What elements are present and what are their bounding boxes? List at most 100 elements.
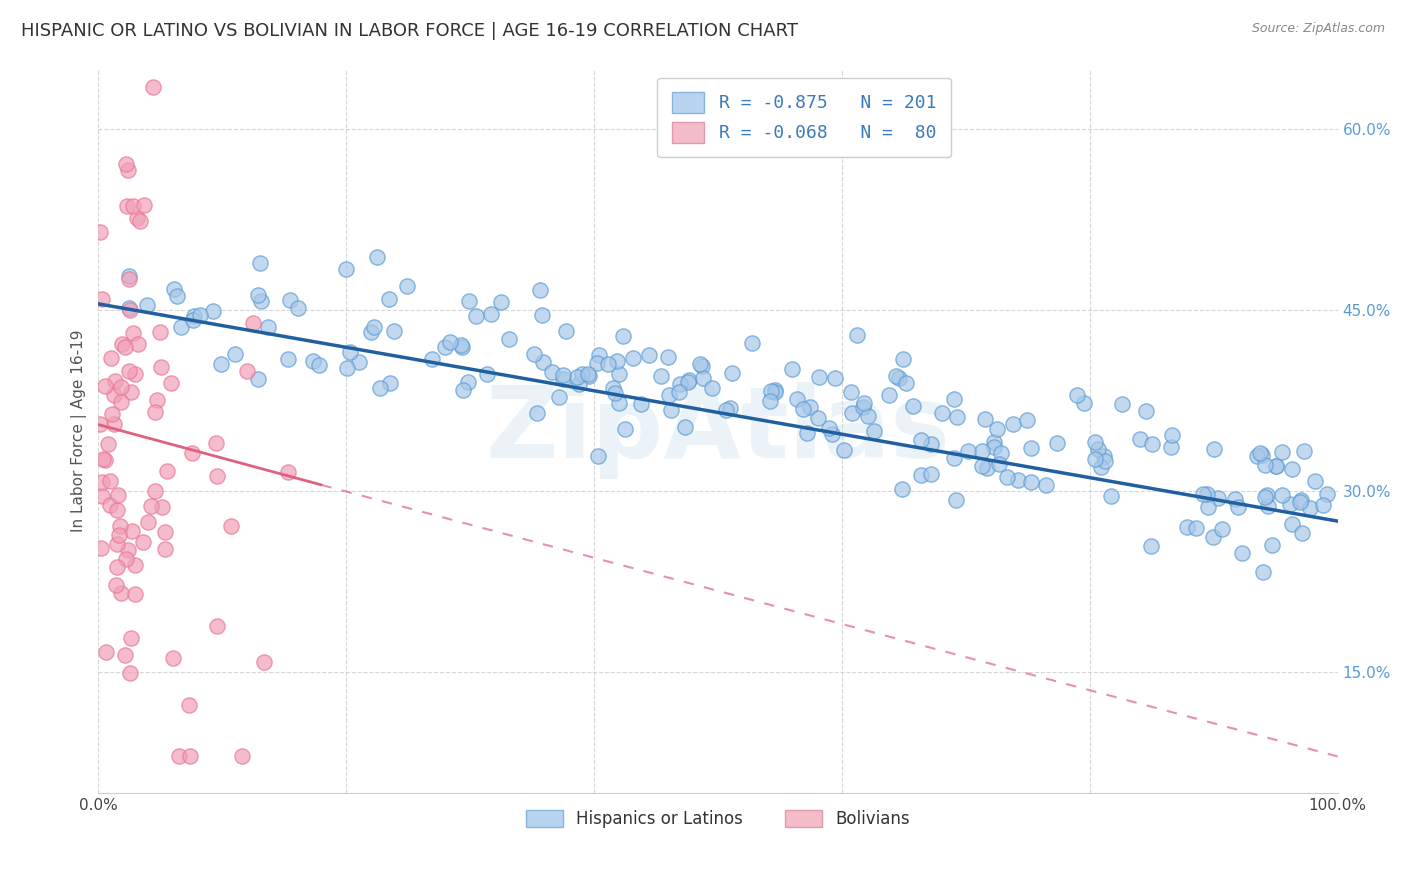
Point <box>335 262 357 277</box>
Point <box>957 443 980 458</box>
Point <box>990 446 1012 460</box>
Point <box>475 367 498 381</box>
Point <box>946 410 969 425</box>
Point <box>578 368 600 383</box>
Text: ZipAtlas: ZipAtlas <box>485 382 950 479</box>
Point <box>94 453 117 467</box>
Point <box>378 293 401 307</box>
Point <box>117 543 139 558</box>
Point <box>1227 500 1250 515</box>
Point <box>1225 492 1247 507</box>
Point <box>551 368 574 382</box>
Point <box>132 535 155 549</box>
Point <box>118 269 141 284</box>
Point <box>141 499 163 513</box>
Point <box>1184 521 1206 535</box>
Point <box>110 586 132 600</box>
Point <box>124 587 146 601</box>
Point <box>839 384 862 399</box>
Point <box>118 301 141 315</box>
Point <box>110 394 132 409</box>
Point <box>606 354 628 368</box>
Point <box>107 488 129 502</box>
Point <box>1288 494 1310 508</box>
Point <box>1261 538 1284 552</box>
Point <box>1281 516 1303 531</box>
Point <box>124 558 146 573</box>
Point <box>555 324 578 338</box>
Point <box>920 467 942 482</box>
Point <box>1254 458 1277 472</box>
Point <box>1002 417 1025 431</box>
Point <box>118 272 141 286</box>
Point <box>1161 428 1184 442</box>
Point <box>98 498 121 512</box>
Point <box>498 332 520 346</box>
Point <box>91 489 114 503</box>
Point <box>621 351 644 365</box>
Point <box>1211 522 1233 536</box>
Point <box>450 340 472 354</box>
Point <box>121 326 143 340</box>
Point <box>479 307 502 321</box>
Point <box>657 350 679 364</box>
Point <box>1197 500 1219 514</box>
Point <box>1007 474 1029 488</box>
Point <box>1099 489 1122 503</box>
Point <box>943 392 966 406</box>
Point <box>420 352 443 367</box>
Point <box>100 351 122 366</box>
Point <box>1111 397 1133 411</box>
Point <box>302 354 325 368</box>
Point <box>862 424 884 438</box>
Point <box>177 698 200 712</box>
Point <box>169 320 191 334</box>
Point <box>108 519 131 533</box>
Point <box>983 435 1005 450</box>
Point <box>336 360 359 375</box>
Point <box>740 336 762 351</box>
Point <box>605 386 627 401</box>
Point <box>1073 396 1095 410</box>
Point <box>886 369 908 384</box>
Point <box>91 475 114 489</box>
Point <box>91 452 114 467</box>
Point <box>114 340 136 354</box>
Point <box>155 541 177 556</box>
Legend: Hispanics or Latinos, Bolivians: Hispanics or Latinos, Bolivians <box>520 804 917 835</box>
Text: Source: ZipAtlas.com: Source: ZipAtlas.com <box>1251 22 1385 36</box>
Point <box>118 303 141 318</box>
Point <box>224 347 246 361</box>
Point <box>1177 519 1199 533</box>
Point <box>1251 565 1274 579</box>
Point <box>180 446 202 460</box>
Point <box>1249 446 1271 460</box>
Point <box>1294 444 1316 458</box>
Point <box>110 379 132 393</box>
Point <box>970 444 993 458</box>
Point <box>780 362 803 376</box>
Point <box>1206 491 1229 505</box>
Point <box>90 541 112 555</box>
Point <box>910 433 932 447</box>
Point <box>1281 462 1303 476</box>
Point <box>658 388 681 402</box>
Point <box>183 313 205 327</box>
Point <box>242 317 264 331</box>
Point <box>553 372 575 386</box>
Point <box>1192 487 1215 501</box>
Point <box>143 405 166 419</box>
Point <box>1299 500 1322 515</box>
Point <box>103 387 125 401</box>
Point <box>231 749 253 764</box>
Point <box>249 256 271 270</box>
Point <box>596 357 619 371</box>
Point <box>277 466 299 480</box>
Point <box>366 250 388 264</box>
Point <box>183 309 205 323</box>
Point <box>702 381 724 395</box>
Point <box>136 515 159 529</box>
Point <box>236 363 259 377</box>
Point <box>540 364 562 378</box>
Point <box>89 417 111 432</box>
